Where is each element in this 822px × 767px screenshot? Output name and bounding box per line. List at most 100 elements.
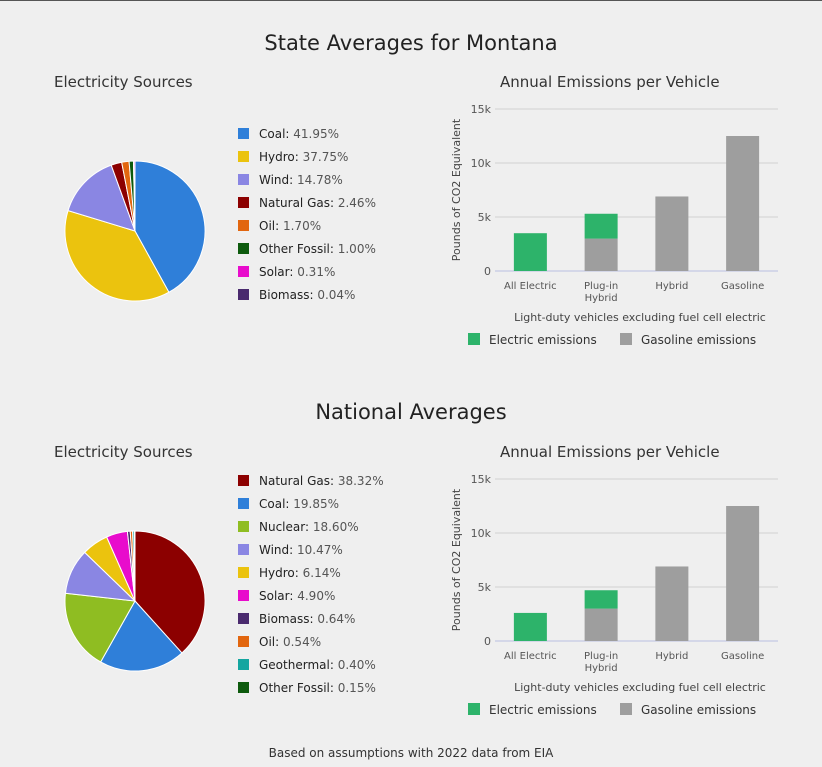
legend-percent: 19.85%: [293, 497, 340, 511]
bar-gasoline-emissions-plug-in-hybrid[interactable]: [584, 608, 618, 641]
legend-separator: :: [289, 543, 298, 557]
legend-item-nuclear: Nuclear: 18.60%: [238, 520, 384, 543]
legend-label: Oil: [259, 219, 276, 233]
legend-percent: 10.47%: [297, 543, 343, 557]
pie-slice-nuclear[interactable]: [64, 592, 136, 663]
legend-label: Biomass: [259, 288, 310, 302]
legend-separator: :: [309, 288, 318, 302]
legend-text: Wind: 14.78%: [259, 173, 343, 187]
x-tick-label: Plug-in: [584, 281, 618, 292]
legend-percent: 18.60%: [312, 520, 359, 534]
bar-gasoline-emissions-gasoline[interactable]: [726, 136, 760, 271]
legend-swatch: [238, 128, 249, 139]
pie-slice-other-fossil[interactable]: [133, 530, 136, 602]
legend-separator: :: [329, 681, 338, 695]
legend-label: Hydro: [259, 150, 295, 164]
legend-separator: :: [329, 242, 338, 256]
legend-swatch: [238, 590, 249, 601]
legend-label: Coal: [259, 127, 286, 141]
legend-percent: 0.54%: [282, 635, 322, 649]
legend-item-natural-gas: Natural Gas: 38.32%: [238, 474, 384, 497]
pie-legend-national: Natural Gas: 38.32% Coal: 19.85% Nuclear: …: [238, 474, 384, 704]
pie-chart-national: [64, 530, 206, 672]
pie-title-state: Electricity Sources: [54, 73, 193, 91]
legend-label: Nuclear: [259, 520, 305, 534]
legend-percent: 0.04%: [317, 288, 356, 302]
legend-swatch: [238, 197, 249, 208]
legend-percent: 1.00%: [337, 242, 376, 256]
bar-gasoline-emissions-plug-in-hybrid[interactable]: [584, 238, 618, 271]
bar-gasoline-emissions-hybrid[interactable]: [655, 566, 689, 641]
legend-percent: 0.15%: [337, 681, 376, 695]
y-tick-label: 0: [484, 635, 491, 648]
legend-percent: 4.90%: [297, 589, 336, 603]
bar-electric-emissions-all-electric[interactable]: [513, 612, 547, 641]
section-title-national: National Averages: [315, 400, 507, 424]
legend-text: Natural Gas: 2.46%: [259, 196, 376, 210]
legend-text: Other Fossil: 0.15%: [259, 681, 376, 695]
pie-slice-wind[interactable]: [67, 164, 136, 232]
legend-separator: :: [275, 219, 283, 233]
legend-label-gasoline-emissions[interactable]: Gasoline emissions: [641, 703, 756, 717]
footer-note: Based on assumptions with 2022 data from…: [268, 746, 554, 760]
legend-percent: 0.40%: [337, 658, 376, 672]
legend-swatch: [238, 636, 249, 647]
pie-slice-natural-gas[interactable]: [134, 530, 206, 654]
x-tick-label: All Electric: [504, 651, 557, 662]
legend-percent: 37.75%: [302, 150, 349, 164]
y-axis-label: Pounds of CO2 Equivalent: [450, 118, 463, 261]
legend-item-other-fossil: Other Fossil: 0.15%: [238, 681, 384, 704]
bar-electric-emissions-all-electric[interactable]: [513, 233, 547, 271]
legend-separator: :: [329, 474, 338, 488]
legend-label-electric-emissions[interactable]: Electric emissions: [489, 333, 597, 347]
legend-label: Solar: [259, 589, 290, 603]
legend-separator: :: [275, 635, 283, 649]
legend-separator: :: [285, 127, 294, 141]
legend-label: Hydro: [259, 566, 295, 580]
legend-text: Oil: 1.70%: [259, 219, 321, 233]
legend-swatch-electric-emissions: [468, 703, 480, 715]
legend-swatch: [238, 174, 249, 185]
legend-label: Natural Gas: [259, 474, 330, 488]
legend-separator: :: [309, 612, 318, 626]
legend-item-solar: Solar: 4.90%: [238, 589, 384, 612]
bar-gasoline-emissions-hybrid[interactable]: [655, 196, 689, 271]
legend-swatch: [238, 498, 249, 509]
legend-swatch: [238, 659, 249, 670]
legend-percent: 0.64%: [317, 612, 356, 626]
x-tick-label: Hybrid: [585, 293, 618, 304]
legend-item-coal: Coal: 19.85%: [238, 497, 384, 520]
legend-text: Solar: 4.90%: [259, 589, 335, 603]
bar-chart-state: 0 5k 10k 15k Pounds of CO2 Equivalent All Ele…: [450, 103, 778, 347]
legend-text: Biomass: 0.64%: [259, 612, 355, 626]
pie-slice-coal[interactable]: [134, 160, 206, 293]
y-tick-label: 15k: [471, 473, 492, 486]
legend-separator: :: [294, 566, 303, 580]
legend-swatch: [238, 682, 249, 693]
legend-separator: :: [289, 173, 298, 187]
bar-electric-emissions-plug-in-hybrid[interactable]: [584, 213, 618, 239]
legend-label: Biomass: [259, 612, 310, 626]
legend-percent: 1.70%: [282, 219, 322, 233]
legend-text: Oil: 0.54%: [259, 635, 321, 649]
y-tick-label: 15k: [471, 103, 492, 116]
legend-text: Solar: 0.31%: [259, 265, 335, 279]
x-tick-label: Hybrid: [585, 663, 618, 674]
y-tick-label: 5k: [478, 581, 492, 594]
legend-percent: 41.95%: [293, 127, 340, 141]
pie-slice-coal[interactable]: [99, 600, 183, 672]
legend-percent: 2.46%: [337, 196, 376, 210]
legend-swatch: [238, 544, 249, 555]
y-tick-label: 0: [484, 265, 491, 278]
bar-gasoline-emissions-gasoline[interactable]: [726, 506, 760, 641]
legend-label-gasoline-emissions[interactable]: Gasoline emissions: [641, 333, 756, 347]
pie-slice-hydro[interactable]: [64, 209, 170, 302]
legend-item-hydro: Hydro: 6.14%: [238, 566, 384, 589]
legend-label-electric-emissions[interactable]: Electric emissions: [489, 703, 597, 717]
legend-separator: :: [294, 150, 303, 164]
legend-text: Coal: 41.95%: [259, 127, 339, 141]
legend-text: Hydro: 6.14%: [259, 566, 341, 580]
legend-percent: 14.78%: [297, 173, 343, 187]
legend-label: Wind: [259, 173, 290, 187]
bar-electric-emissions-plug-in-hybrid[interactable]: [584, 590, 618, 609]
